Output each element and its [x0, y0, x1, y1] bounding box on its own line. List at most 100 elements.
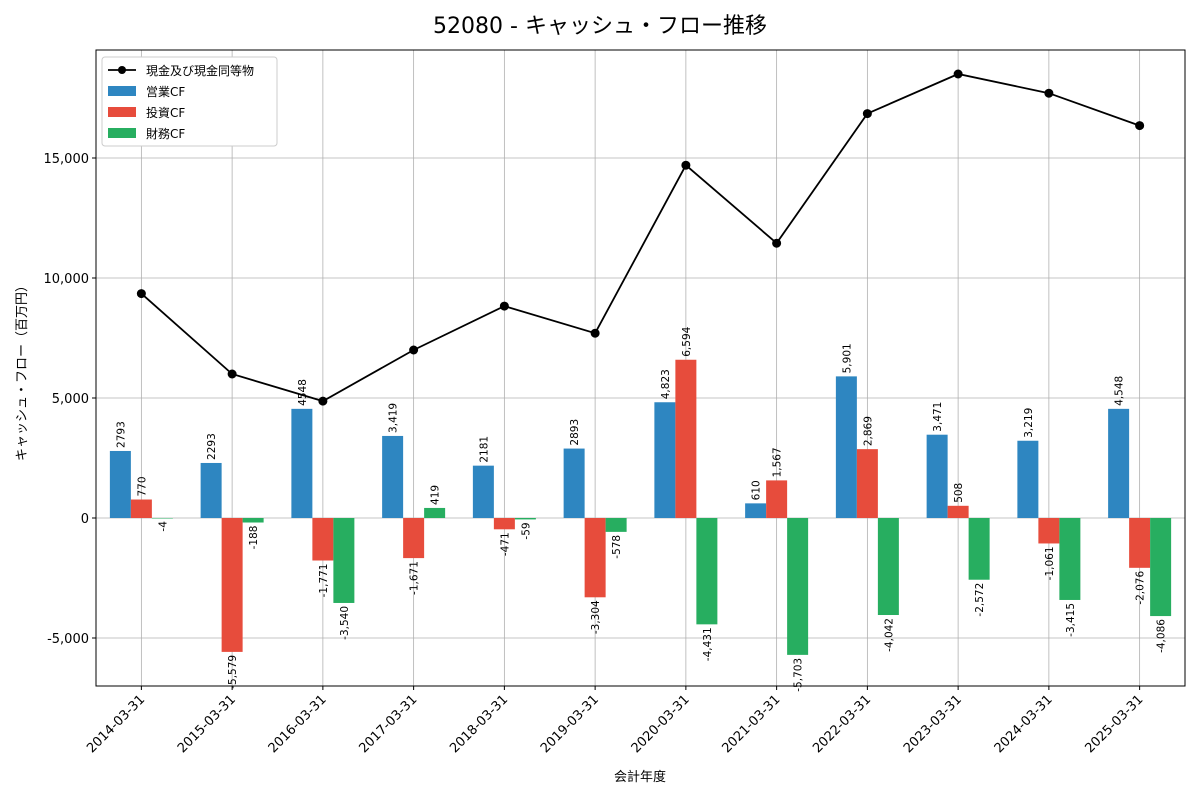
x-tick-label: 2024-03-31: [992, 692, 1056, 756]
bar: [333, 518, 355, 603]
cash-point: [953, 69, 963, 79]
cash-point: [862, 109, 872, 119]
bar-value-label: 3,219: [1023, 408, 1035, 438]
legend-marker: [118, 66, 126, 74]
cash-line: [136, 69, 1145, 406]
legend-swatch: [108, 107, 136, 117]
bar-value-label: 2793: [115, 421, 127, 448]
axes: -5,000 0 5,000 10,000 15,000 2014-03-31 2015-0…: [44, 49, 1186, 756]
legend-swatch: [108, 128, 136, 138]
bar: [1108, 408, 1130, 518]
bar: [926, 434, 948, 518]
bar-value-label: -1,771: [318, 564, 330, 598]
bar: [947, 505, 969, 518]
cash-point: [318, 396, 328, 406]
bar: [1129, 518, 1151, 568]
plot-frame: [95, 49, 1186, 687]
bar-value-label: 2893: [569, 419, 581, 446]
bar: [200, 462, 222, 518]
bar-value-label: 508: [953, 483, 965, 503]
bar-value-label: -3,304: [590, 600, 602, 634]
cash-point: [136, 289, 146, 299]
bar-marks: [109, 359, 1172, 655]
bar: [291, 408, 313, 518]
bar: [877, 518, 899, 616]
bar: [1017, 440, 1039, 518]
y-tick-label: 15,000: [44, 152, 90, 167]
grid-lines: [96, 50, 1185, 686]
bar-value-label: -4,042: [883, 618, 895, 652]
bar: [382, 435, 404, 518]
bar: [130, 499, 152, 518]
bar: [654, 402, 676, 518]
legend-swatch: [108, 86, 136, 96]
cash-point: [590, 328, 600, 338]
y-tick-label: 5,000: [52, 392, 89, 407]
bar: [675, 359, 697, 518]
bar: [584, 518, 606, 598]
bar: [109, 450, 131, 518]
y-tick-label: -5,000: [47, 632, 89, 647]
bar: [787, 518, 809, 655]
y-tick-label: 0: [81, 512, 89, 527]
cash-point: [772, 238, 782, 248]
cash-point: [681, 160, 691, 170]
bar: [856, 449, 878, 518]
x-tick-label: 2025-03-31: [1082, 692, 1146, 756]
bar-value-label: -3,540: [339, 606, 351, 640]
x-tick-label: 2021-03-31: [719, 692, 783, 756]
bar-value-label: 3,419: [388, 403, 400, 433]
bar: [1059, 518, 1081, 600]
bar: [312, 518, 334, 561]
bar-value-label: -2,572: [974, 583, 986, 617]
bar-value-label: -1,671: [409, 561, 421, 595]
cash-point: [227, 369, 237, 379]
x-axis-label: 会計年度: [614, 769, 666, 785]
bar-value-label: 4,823: [660, 369, 672, 399]
bar-value-label: 610: [751, 480, 763, 500]
cash-point: [1135, 121, 1145, 131]
x-tick-label: 2018-03-31: [447, 692, 511, 756]
bar-value-label: -471: [499, 532, 511, 556]
bar: [745, 503, 767, 518]
bar-value-label: 4548: [297, 379, 309, 406]
x-tick-label: 2017-03-31: [356, 692, 420, 756]
bar: [696, 518, 718, 625]
bar: [1150, 518, 1172, 617]
bar-value-label: -1,061: [1044, 546, 1056, 580]
x-tick-label: 2023-03-31: [901, 692, 965, 756]
bar-value-label: -5,579: [227, 655, 239, 689]
bar-value-label: 2181: [478, 436, 490, 463]
bar: [403, 518, 425, 559]
legend-label: 営業CF: [146, 85, 185, 99]
legend-label: 財務CF: [146, 126, 185, 141]
data-labels: 2793 2293 4548 3,419 2181 2893 4,823 610 5,901 3,…: [115, 326, 1167, 691]
bar-value-label: -4,431: [702, 627, 714, 661]
bar-value-label: 2,869: [862, 416, 874, 446]
bar-value-label: 3,471: [932, 402, 944, 432]
bar: [151, 518, 173, 519]
bar-value-label: -578: [611, 535, 623, 559]
cash-point: [1044, 88, 1054, 98]
bar: [424, 507, 446, 518]
bar-value-label: -59: [520, 522, 532, 539]
bar: [221, 518, 243, 652]
bar-value-label: 770: [136, 476, 148, 496]
bar-value-label: 6,594: [681, 326, 693, 356]
legend-label: 投資CF: [146, 105, 185, 120]
bar-value-label: -2,076: [1135, 571, 1147, 605]
bar-value-label: -4,086: [1156, 619, 1168, 653]
bar: [766, 480, 788, 518]
bar: [493, 518, 515, 530]
bar: [514, 518, 536, 520]
x-tick-label: 2022-03-31: [810, 692, 874, 756]
bar-value-label: 2293: [206, 433, 218, 460]
bar-value-label: -3,415: [1065, 603, 1077, 637]
bar: [242, 518, 264, 523]
bar: [968, 518, 990, 580]
cash-point: [409, 345, 419, 355]
y-axis-label: キャッシュ・フロー（百万円）: [15, 279, 30, 461]
